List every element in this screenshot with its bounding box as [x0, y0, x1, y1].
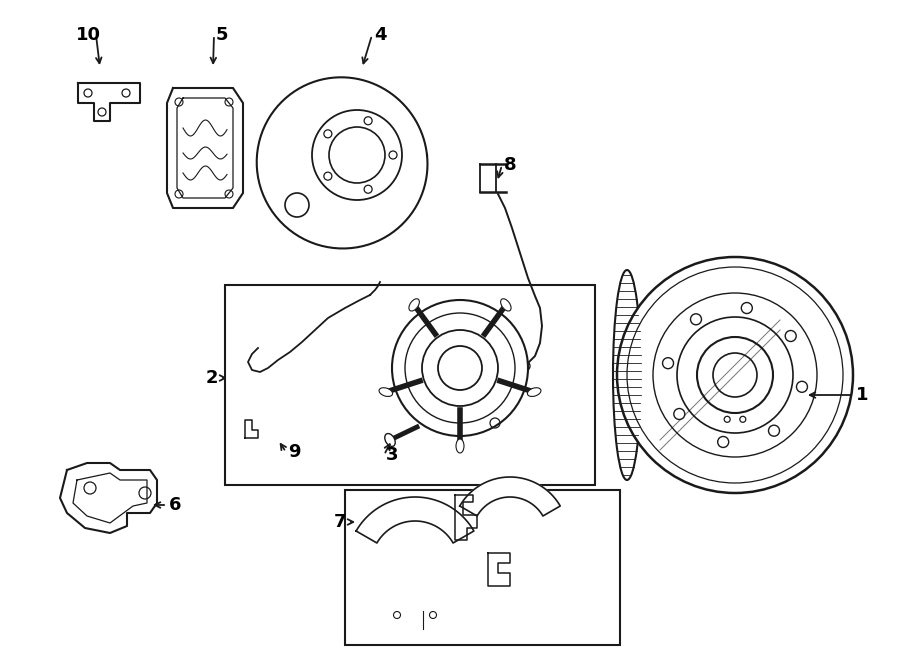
Text: 6: 6	[169, 496, 181, 514]
Ellipse shape	[409, 299, 419, 311]
Polygon shape	[488, 553, 510, 586]
Ellipse shape	[379, 388, 392, 397]
Polygon shape	[356, 497, 474, 543]
Polygon shape	[460, 477, 560, 516]
Polygon shape	[455, 495, 477, 540]
Ellipse shape	[385, 434, 395, 446]
Circle shape	[717, 436, 729, 447]
Polygon shape	[256, 77, 428, 249]
Circle shape	[742, 303, 752, 313]
Polygon shape	[60, 463, 157, 533]
Text: 4: 4	[374, 26, 386, 44]
Ellipse shape	[613, 270, 641, 480]
Circle shape	[392, 300, 528, 436]
Text: 7: 7	[334, 513, 346, 531]
Text: 2: 2	[206, 369, 218, 387]
Circle shape	[740, 416, 746, 422]
Circle shape	[674, 408, 685, 420]
Text: 9: 9	[288, 443, 301, 461]
Text: 1: 1	[856, 386, 868, 404]
Polygon shape	[167, 88, 243, 208]
Circle shape	[796, 381, 807, 393]
Bar	[225, 285, 595, 485]
Circle shape	[769, 425, 779, 436]
Text: 3: 3	[386, 446, 398, 464]
Circle shape	[724, 416, 730, 422]
Ellipse shape	[500, 299, 511, 311]
Ellipse shape	[527, 388, 541, 397]
Polygon shape	[78, 83, 140, 121]
Polygon shape	[245, 420, 258, 438]
Circle shape	[662, 358, 673, 369]
Text: 10: 10	[76, 26, 101, 44]
Ellipse shape	[456, 439, 464, 453]
Circle shape	[785, 330, 796, 342]
Circle shape	[617, 257, 853, 493]
Text: 8: 8	[504, 156, 517, 174]
Text: 5: 5	[216, 26, 229, 44]
Bar	[345, 490, 620, 645]
Circle shape	[690, 314, 701, 325]
